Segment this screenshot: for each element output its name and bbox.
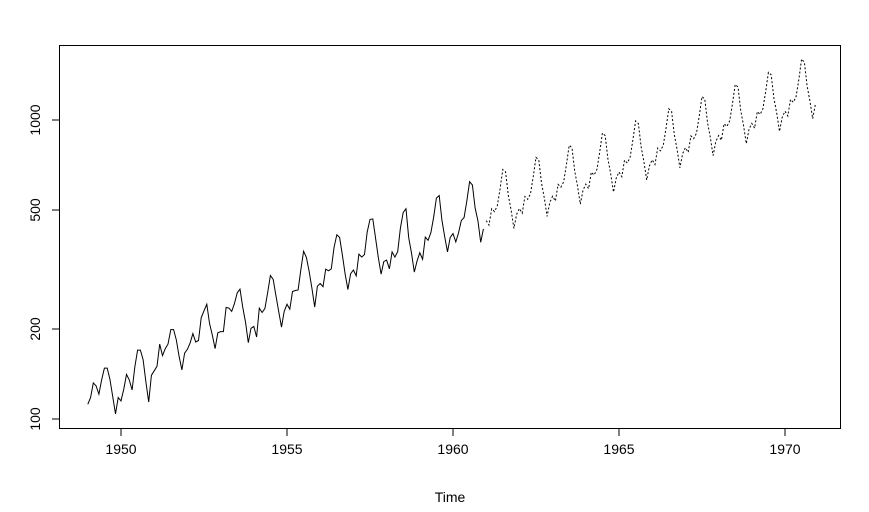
x-tick-label: 1955	[271, 441, 302, 457]
y-tick-label: 200	[27, 317, 43, 341]
x-tick-label: 1950	[105, 441, 136, 457]
series-lines	[87, 57, 816, 414]
series-line-forecast	[485, 57, 816, 229]
series-line-observed	[87, 180, 484, 414]
y-axis: 100 200 500 1000	[27, 104, 59, 431]
x-tick-label: 1965	[603, 441, 634, 457]
plot-frame	[59, 45, 841, 429]
y-tick-label: 1000	[27, 104, 43, 135]
x-tick-label: 1960	[437, 441, 468, 457]
x-axis-label: Time	[435, 489, 466, 505]
x-tick-label: 1970	[769, 441, 800, 457]
y-tick-label: 500	[27, 198, 43, 222]
y-tick-label: 100	[27, 407, 43, 431]
x-axis: 1950 1955 1960 1965 1970	[105, 429, 801, 457]
